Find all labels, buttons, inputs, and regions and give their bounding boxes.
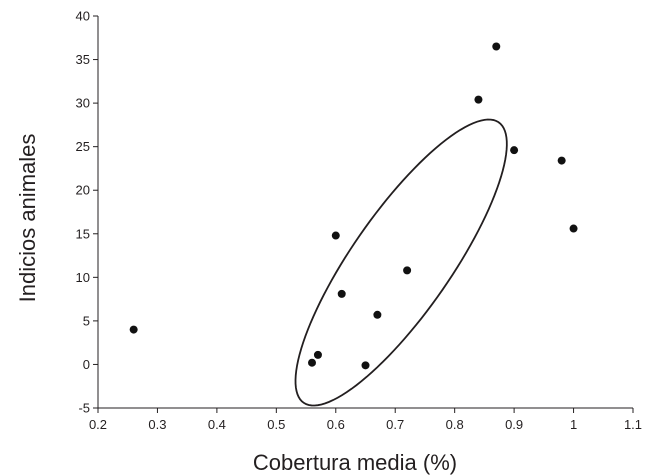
x-tick-label: 1.1 (624, 417, 642, 432)
y-tick-label: 25 (76, 139, 90, 154)
data-point-4 (337, 289, 346, 298)
x-tick-label: 0.9 (505, 417, 523, 432)
ellipse-layer (294, 118, 508, 407)
y-tick-label: -5 (78, 401, 90, 416)
data-point-8 (474, 95, 483, 104)
x-tick-label: 1 (570, 417, 577, 432)
y-tick-label: 35 (76, 52, 90, 67)
data-point-1 (308, 358, 316, 367)
y-tick-label: 30 (76, 96, 90, 111)
data-point-6 (373, 310, 382, 319)
y-tick-label: 5 (83, 313, 90, 328)
y-tick-label: 10 (76, 270, 90, 285)
data-points (129, 42, 578, 370)
y-tick-label: 20 (76, 183, 90, 198)
data-point-0 (129, 325, 138, 334)
x-tick-label: 0.3 (148, 417, 166, 432)
tick-labels: 0.2 0.3 0.4 0.5 0.6 0.7 0.8 0.9 1 1.1 -5 0 5 10 15 20 25… (76, 9, 643, 433)
x-tick-label: 0.2 (89, 417, 107, 432)
data-point-11 (557, 156, 566, 165)
x-axis-title: Cobertura media (%) (253, 450, 457, 475)
x-tick-label: 0.8 (446, 417, 464, 432)
axes (97, 16, 633, 409)
data-point-2 (313, 350, 322, 359)
y-tick-label: 15 (76, 226, 90, 241)
y-tick-label: 40 (76, 9, 90, 24)
data-point-7 (403, 266, 412, 275)
y-tick-label: 0 (83, 357, 90, 372)
data-point-12 (569, 224, 578, 233)
x-tick-label: 0.6 (327, 417, 345, 432)
confidence-ellipse (294, 118, 508, 407)
x-tick-label: 0.4 (208, 417, 226, 432)
data-point-9 (492, 42, 501, 51)
x-tick-label: 0.5 (267, 417, 285, 432)
tick-marks (93, 15, 634, 413)
x-tick-label: 0.7 (386, 417, 404, 432)
data-point-3 (331, 231, 340, 240)
data-point-10 (510, 146, 519, 155)
data-point-5 (361, 361, 370, 370)
y-axis-title: Indicios animales (15, 134, 40, 303)
